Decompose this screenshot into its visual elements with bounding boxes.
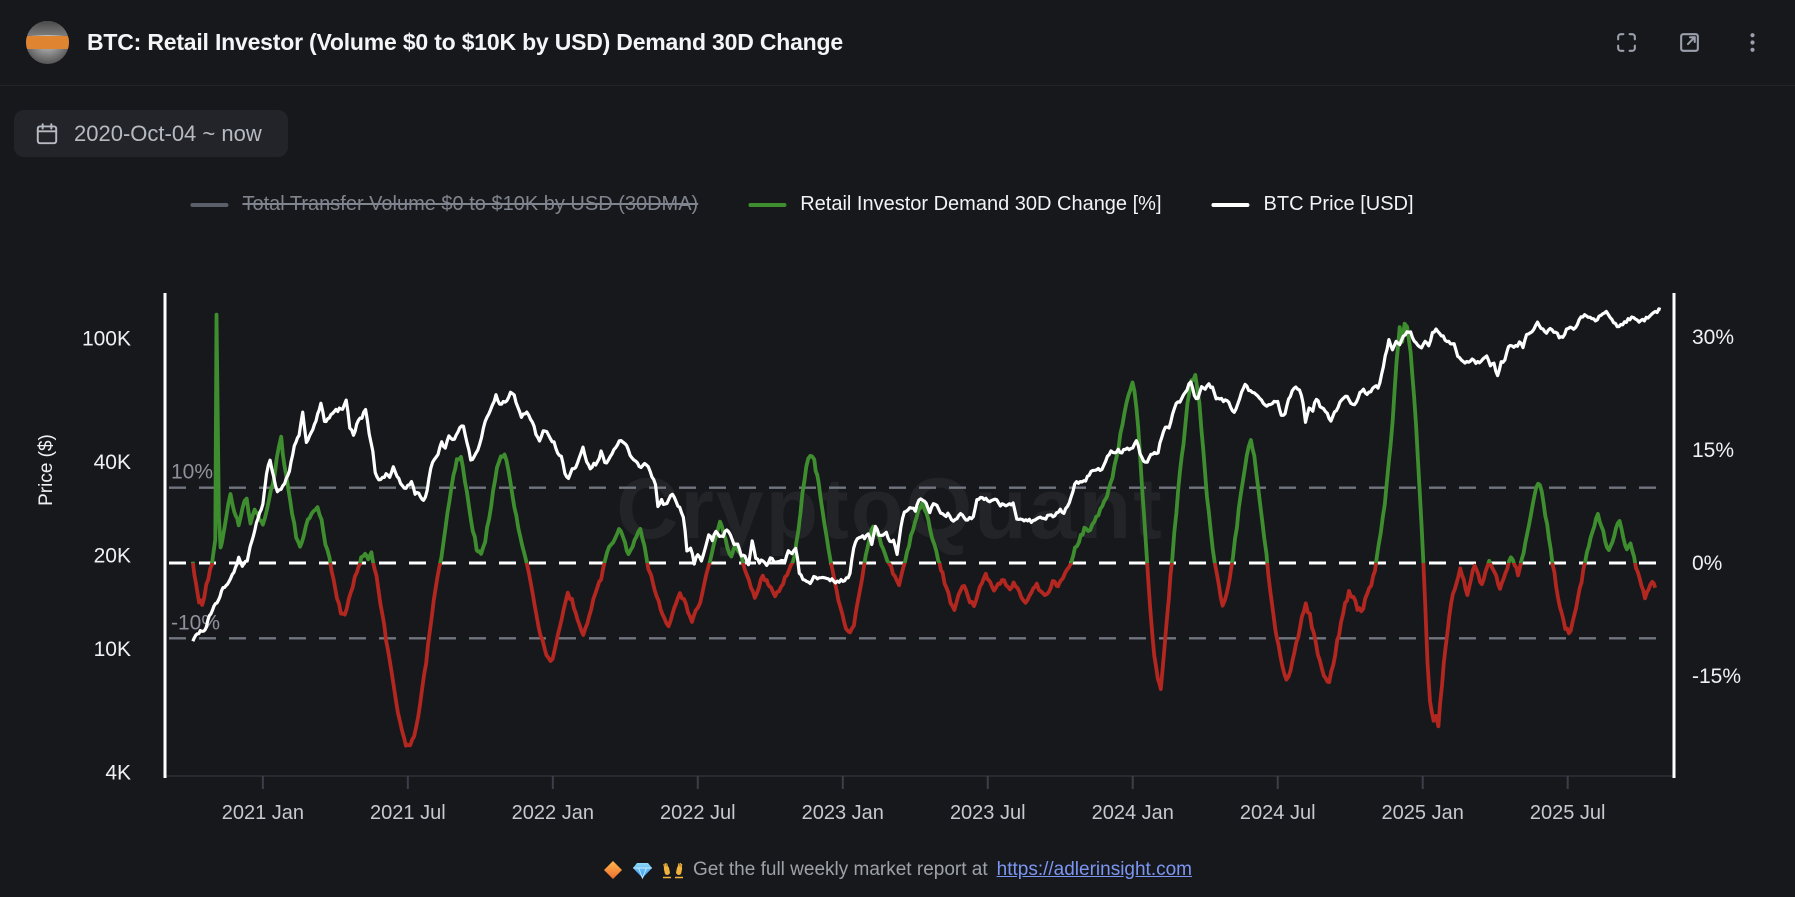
y-axis-title: Price ($) [36,434,57,506]
x-tick-label: 2024 Jul [1240,802,1316,824]
percent-tick-label: -15% [1692,665,1741,688]
percent-tick-label: 30% [1692,326,1734,349]
date-range-chip[interactable]: 2020-Oct-04 ~ now [14,110,288,157]
legend-swatch [748,202,787,207]
reference-label: 10% [171,461,213,484]
footer-link[interactable]: https://adlerinsight.com [996,859,1192,880]
legend-label: BTC Price [USD] [1263,193,1414,215]
calendar-icon [34,121,60,147]
reference-label: -10% [171,611,220,634]
x-tick-label: 2023 Jan [802,802,884,824]
x-tick-label: 2025 Jan [1382,802,1464,824]
price-tick-label: 40K [94,451,131,474]
legend-swatch [1211,202,1250,207]
legend-item-0[interactable]: Total Transfer Volume $0 to $10K by USD … [190,193,698,216]
legend-swatch [190,202,229,207]
x-tick-label: 2021 Jul [370,802,446,824]
x-tick-label: 2024 Jan [1092,802,1174,824]
page-title: BTC: Retail Investor (Volume $0 to $10K … [87,29,843,55]
header-actions [1610,26,1769,59]
legend-label: Retail Investor Demand 30D Change [%] [800,193,1162,215]
btc-price-line [191,307,1662,642]
header: BTC: Retail Investor (Volume $0 to $10K … [0,0,1795,86]
price-tick-label: 10K [94,638,131,661]
legend-item-2[interactable]: BTC Price [USD] [1211,193,1414,216]
raised-hands-emoji [662,860,684,880]
demand-line-positive [190,312,1638,563]
legend-item-1[interactable]: Retail Investor Demand 30D Change [%] [748,193,1162,216]
legend: Total Transfer Volume $0 to $10K by USD … [190,193,1414,216]
x-tick-label: 2025 Jul [1530,802,1606,824]
gem-emoji [632,860,653,880]
footer-note: Get the full weekly market report at htt… [0,859,1795,881]
more-vertical-icon[interactable] [1736,26,1769,59]
x-tick-label: 2022 Jan [512,802,594,824]
price-tick-label: 4K [105,762,131,785]
orange-diamond-emoji [603,860,623,880]
price-tick-label: 100K [82,328,131,351]
x-tick-label: 2022 Jul [660,802,736,824]
footer-text: Get the full weekly market report at [693,859,988,880]
open-in-new-icon[interactable] [1673,26,1706,59]
fullscreen-icon[interactable] [1610,26,1643,59]
demand-line-negative [191,563,1658,748]
x-tick-label: 2023 Jul [950,802,1026,824]
price-tick-label: 20K [94,545,131,568]
date-range-label: 2020-Oct-04 ~ now [74,120,262,146]
percent-tick-label: 15% [1692,439,1734,462]
avatar[interactable] [26,21,69,64]
x-tick-label: 2021 Jan [222,802,304,824]
percent-tick-label: 0% [1692,552,1722,575]
legend-label: Total Transfer Volume $0 to $10K by USD … [242,193,699,215]
